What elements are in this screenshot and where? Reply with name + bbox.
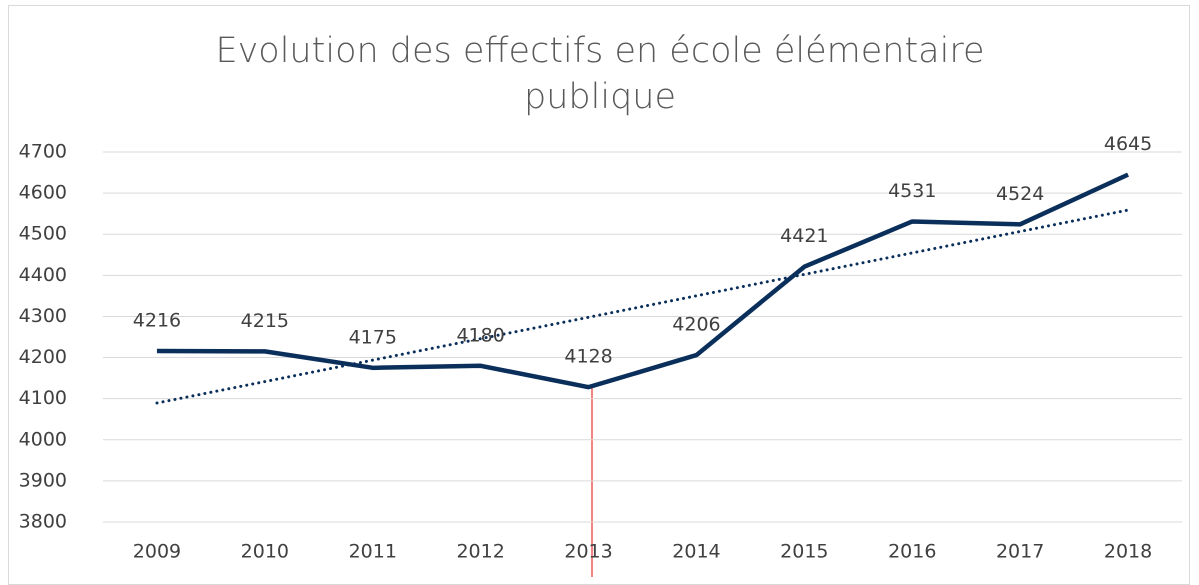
data-label: 4175 (349, 326, 397, 348)
data-label: 4531 (888, 180, 936, 202)
chart-title: Evolution des effectifs en école élément… (215, 31, 985, 117)
data-label: 4524 (996, 183, 1044, 205)
x-tick-label: 2010 (241, 541, 289, 563)
x-tick-label: 2014 (672, 541, 720, 563)
data-label: 4180 (456, 324, 504, 346)
data-label: 4128 (564, 346, 612, 368)
y-tick-label: 4400 (19, 264, 67, 286)
data-label: 4206 (672, 314, 720, 336)
data-label: 4215 (241, 310, 289, 332)
y-tick-label: 4600 (19, 182, 67, 204)
trend-line (155, 208, 1130, 405)
x-tick-label: 2011 (349, 541, 397, 563)
y-tick-label: 3800 (19, 511, 67, 533)
series-line (156, 172, 1129, 390)
x-tick-label: 2012 (456, 541, 504, 563)
x-tick-label: 2009 (133, 541, 181, 563)
data-label: 4216 (133, 309, 181, 331)
y-tick-label: 4700 (19, 141, 67, 163)
data-label: 4421 (780, 225, 828, 247)
y-tick-label: 4100 (19, 387, 67, 409)
x-tick-label: 2018 (1104, 541, 1152, 563)
y-tick-label: 3900 (19, 469, 67, 491)
y-tick-label: 4000 (19, 428, 67, 450)
data-label: 4645 (1104, 133, 1152, 155)
y-tick-label: 4500 (19, 223, 67, 245)
x-tick-label: 2015 (780, 541, 828, 563)
x-tick-label: 2017 (996, 541, 1044, 563)
x-tick-label: 2013 (564, 541, 612, 563)
x-tick-label: 2016 (888, 541, 936, 563)
y-tick-label: 4200 (19, 346, 67, 368)
y-tick-label: 4300 (19, 305, 67, 327)
